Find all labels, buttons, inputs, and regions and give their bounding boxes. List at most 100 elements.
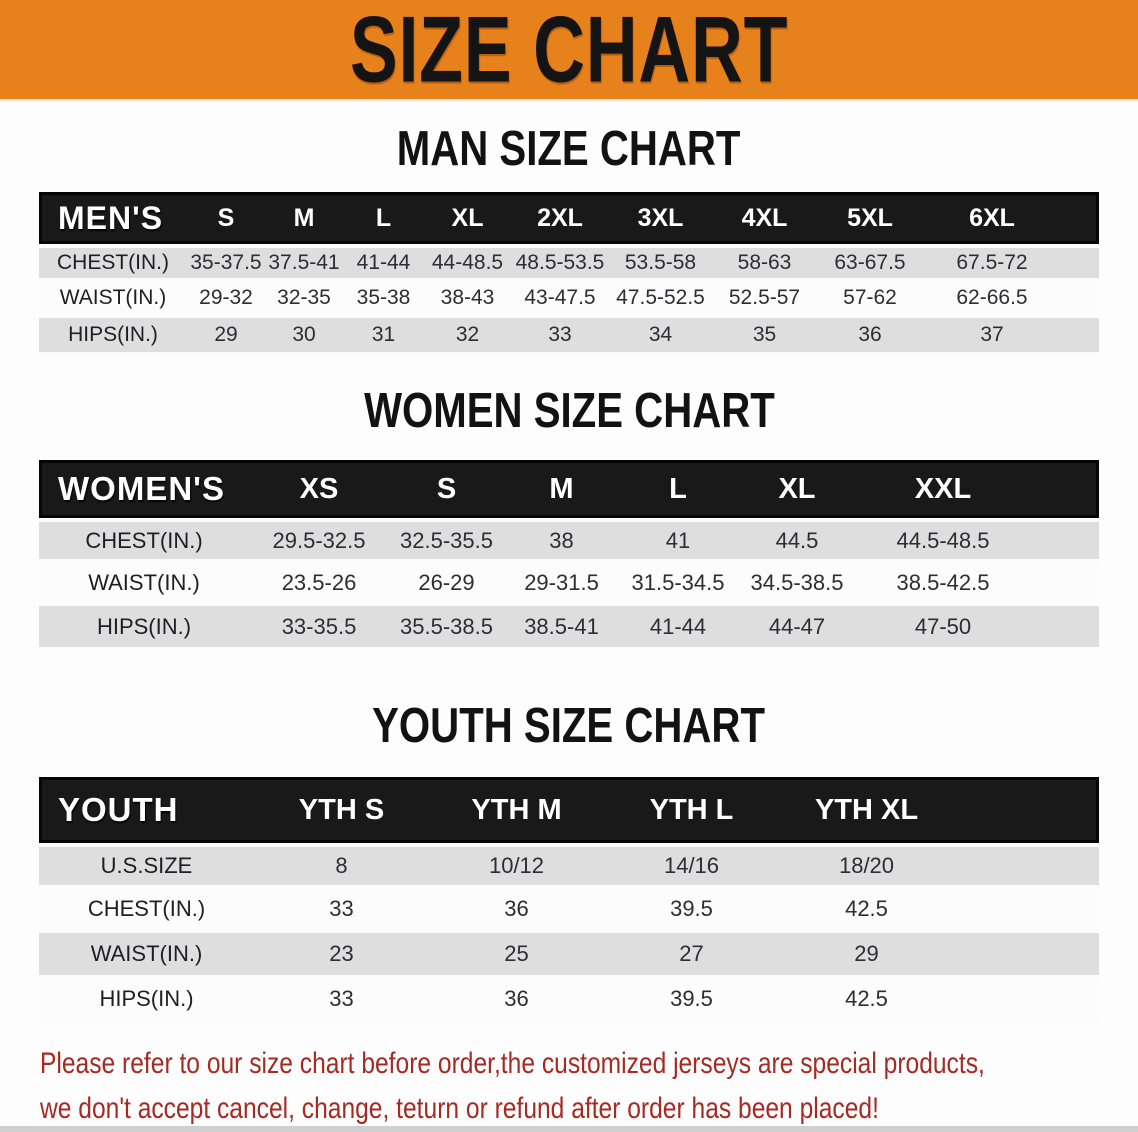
filler-cell [954,777,1099,843]
table-row: CHEST(IN.) 35-37.5 37.5-41 41-44 44-48.5 48.5… [39,244,1099,281]
size-column-header: S [389,460,504,518]
size-table-man: MEN'S S M L XL 2XL 3XL 4XL 5XL 6XL CHEST(IN.) 35-3… [39,192,1099,355]
size-sections-container: MAN SIZE CHART MEN'S S M L XL 2XL 3XL 4XL 5XL 6XL… [0,125,1138,1023]
size-value-cell: 35 [712,318,817,355]
row-label: CHEST(IN.) [39,244,187,281]
filler-cell [954,843,1099,888]
banner: SIZE CHART [0,0,1138,101]
size-value-cell: 32-35 [265,281,343,318]
size-value-cell: 32.5-35.5 [389,518,504,562]
size-value-cell: 67.5-72 [923,244,1061,281]
corner-label-man: MEN'S [39,192,187,244]
row-label: CHEST(IN.) [39,888,254,933]
table-header-row: MEN'S S M L XL 2XL 3XL 4XL 5XL 6XL [39,192,1099,244]
size-column-header: M [504,460,619,518]
size-value-cell: 39.5 [604,888,779,933]
size-value-cell: 63-67.5 [817,244,923,281]
filler-cell [1061,281,1099,318]
size-value-cell: 42.5 [779,888,954,933]
size-value-cell: 41-44 [619,606,737,650]
table-row: HIPS(IN.) 33 36 39.5 42.5 [39,978,1099,1023]
size-value-cell: 29-31.5 [504,562,619,606]
size-value-cell: 62-66.5 [923,281,1061,318]
row-label: HIPS(IN.) [39,606,249,650]
size-value-cell: 34.5-38.5 [737,562,857,606]
filler-cell [1029,562,1099,606]
disclaimer-text-2: we don't accept cancel, change, teturn o… [40,1092,879,1125]
disclaimer: Please refer to our size chart before or… [40,1041,1098,1131]
section-man: MAN SIZE CHART MEN'S S M L XL 2XL 3XL 4XL 5XL 6XL… [0,125,1138,355]
size-value-cell: 52.5-57 [712,281,817,318]
size-value-cell: 10/12 [429,843,604,888]
size-value-cell: 29.5-32.5 [249,518,389,562]
size-value-cell: 33 [254,978,429,1023]
filler-cell [1029,606,1099,650]
disclaimer-line: we don't accept cancel, change, teturn o… [40,1086,1098,1131]
size-value-cell: 31.5-34.5 [619,562,737,606]
size-value-cell: 29-32 [187,281,265,318]
size-value-cell: 23.5-26 [249,562,389,606]
table-header-row: WOMEN'S XS S M L XL XXL [39,460,1099,518]
size-column-header: XXL [857,460,1029,518]
size-value-cell: 33-35.5 [249,606,389,650]
size-value-cell: 26-29 [389,562,504,606]
section-youth: YOUTH SIZE CHART YOUTH YTH S YTH M YTH L YTH… [0,702,1138,1023]
row-label: WAIST(IN.) [39,562,249,606]
size-column-header: 5XL [817,192,923,244]
size-column-header: XL [424,192,511,244]
page-title: SIZE CHART [349,0,789,102]
size-column-header: 6XL [923,192,1061,244]
size-column-header: YTH M [429,777,604,843]
size-value-cell: 8 [254,843,429,888]
size-value-cell: 32 [424,318,511,355]
size-value-cell: 38 [504,518,619,562]
row-label: HIPS(IN.) [39,978,254,1023]
filler-cell [1061,244,1099,281]
heading-youth: YOUTH SIZE CHART [372,699,766,753]
size-value-cell: 44-47 [737,606,857,650]
size-value-cell: 35-37.5 [187,244,265,281]
row-label: WAIST(IN.) [39,933,254,978]
corner-label-youth: YOUTH [39,777,254,843]
row-label: WAIST(IN.) [39,281,187,318]
table-row: U.S.SIZE 8 10/12 14/16 18/20 [39,843,1099,888]
size-value-cell: 37 [923,318,1061,355]
bottom-edge-strip [0,1126,1138,1132]
table-row: CHEST(IN.) 33 36 39.5 42.5 [39,888,1099,933]
size-value-cell: 31 [343,318,424,355]
row-label: U.S.SIZE [39,843,254,888]
table-header-row: YOUTH YTH S YTH M YTH L YTH XL [39,777,1099,843]
filler-cell [954,933,1099,978]
filler-cell [1061,318,1099,355]
table-row: WAIST(IN.) 23.5-26 26-29 29-31.5 31.5-34.5 34… [39,562,1099,606]
size-value-cell: 29 [187,318,265,355]
size-value-cell: 43-47.5 [511,281,609,318]
size-value-cell: 42.5 [779,978,954,1023]
heading-women: WOMEN SIZE CHART [363,384,775,438]
row-label: HIPS(IN.) [39,318,187,355]
corner-label-women: WOMEN'S [39,460,249,518]
size-value-cell: 23 [254,933,429,978]
filler-cell [954,978,1099,1023]
size-column-header: 3XL [609,192,712,244]
size-value-cell: 27 [604,933,779,978]
size-table-youth: YOUTH YTH S YTH M YTH L YTH XL U.S.SIZE 8 10/1… [39,777,1099,1023]
filler-cell [1061,192,1099,244]
size-value-cell: 18/20 [779,843,954,888]
size-value-cell: 37.5-41 [265,244,343,281]
row-label: CHEST(IN.) [39,518,249,562]
size-value-cell: 36 [429,978,604,1023]
size-value-cell: 47-50 [857,606,1029,650]
size-column-header: M [265,192,343,244]
size-value-cell: 53.5-58 [609,244,712,281]
size-value-cell: 33 [511,318,609,355]
size-value-cell: 44.5 [737,518,857,562]
size-column-header: L [343,192,424,244]
filler-cell [954,888,1099,933]
size-value-cell: 34 [609,318,712,355]
size-column-header: 4XL [712,192,817,244]
table-row: CHEST(IN.) 29.5-32.5 32.5-35.5 38 41 44.5 44.5… [39,518,1099,562]
size-value-cell: 41-44 [343,244,424,281]
size-column-header: YTH S [254,777,429,843]
